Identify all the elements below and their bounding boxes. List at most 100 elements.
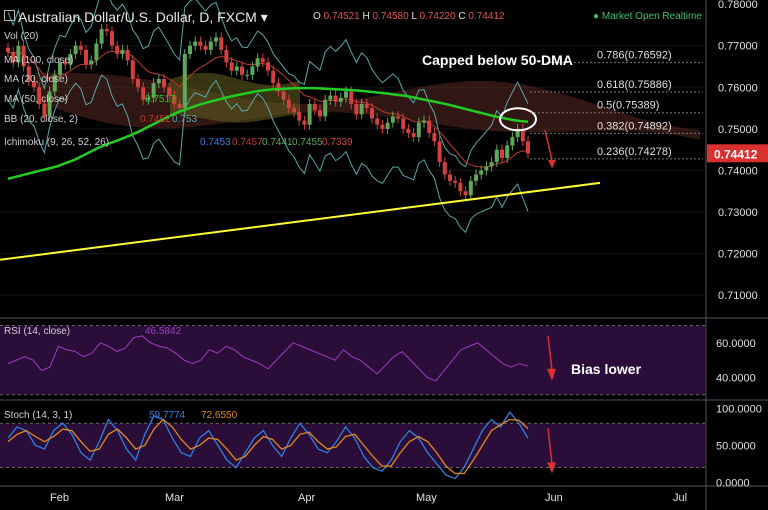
fib-label: 0.618(0.75886) — [597, 79, 672, 91]
candle-body — [99, 29, 104, 44]
candle-body — [52, 74, 57, 92]
candle-body — [380, 124, 385, 129]
candle-body — [312, 103, 317, 111]
price-tick-label: 0.76000 — [718, 82, 758, 94]
rsi-line — [7, 335, 529, 382]
candle-body — [323, 99, 328, 117]
candle-body — [370, 108, 374, 119]
rsi-band — [0, 325, 705, 395]
candle-body — [364, 103, 369, 109]
candle-body — [463, 191, 468, 196]
candle-body — [47, 91, 52, 117]
candle-body — [515, 128, 520, 138]
x-tick-label: Feb — [50, 492, 69, 504]
candle-body — [328, 95, 333, 100]
candle-body — [406, 128, 411, 134]
candle-body — [437, 141, 442, 163]
candle-body — [21, 45, 26, 67]
legend-rsi[interactable]: RSI (14, close) 46.5842 — [4, 326, 182, 337]
x-tick-label: Mar — [165, 492, 184, 504]
stoch-d-line — [7, 418, 529, 475]
candle-body — [333, 95, 338, 102]
stoch-band — [0, 423, 705, 468]
candle-body — [474, 174, 478, 181]
chevron-down-icon[interactable]: ▾ — [260, 9, 268, 25]
fib-label: 0.236(0.74278) — [597, 146, 672, 158]
candle-body — [489, 162, 494, 167]
candle-body — [73, 45, 78, 55]
candle-body — [510, 137, 515, 146]
price-tick-label: 0.75000 — [718, 124, 758, 136]
candle-body — [307, 103, 312, 125]
candle-body — [63, 62, 68, 65]
candle-body — [224, 49, 229, 63]
support-trendline — [0, 181, 601, 261]
candle-body — [58, 62, 62, 75]
capped-circle — [499, 107, 537, 132]
legend-stoch[interactable]: Stoch (14, 3, 1) 59.7774 72.6550 — [4, 410, 238, 421]
capped-annotation: Capped below 50-DMA — [422, 52, 573, 68]
candle-body — [141, 87, 146, 100]
stoch-tick-label: 0.0000 — [716, 477, 750, 489]
legend-bb[interactable]: BB (20, close, 2) 0.7452 0.753 — [4, 114, 198, 125]
ichimoku-cloud-bull — [170, 72, 300, 123]
x-tick-label: Jul — [673, 492, 687, 504]
candle-body — [182, 54, 187, 109]
candle-body — [240, 66, 244, 75]
arrow-head — [548, 160, 556, 169]
candle-body — [198, 41, 203, 46]
candle-body — [188, 45, 192, 55]
legend-vol[interactable]: Vol (20) — [4, 31, 39, 42]
candle-body — [302, 120, 307, 125]
candle-body — [505, 145, 510, 158]
candle-body — [479, 170, 484, 175]
candle-body — [104, 29, 109, 32]
candle-body — [37, 87, 42, 104]
candle-body — [146, 97, 151, 100]
candle-body — [494, 149, 499, 163]
ohlc-readout: O 0.74521 H 0.74580 L 0.74220 C 0.74412 — [313, 11, 505, 22]
candle-body — [26, 66, 31, 82]
candle-body — [78, 45, 83, 50]
chart-header: Australian Dollar/U.S. Dollar, D, FXCM ▾… — [0, 0, 768, 25]
candle-body — [500, 149, 504, 158]
candle-body — [16, 45, 21, 63]
candle-body — [136, 78, 140, 88]
candle-body — [214, 37, 218, 42]
legend-ma100[interactable]: MA (100, close) — [4, 55, 74, 66]
price-tick-label: 0.78000 — [718, 0, 758, 11]
candle-body — [130, 60, 135, 79]
candle-body — [276, 83, 281, 92]
price-tick-label: 0.72000 — [718, 249, 758, 261]
ma50-line — [7, 86, 529, 180]
candle-body — [193, 41, 198, 46]
candle-body — [260, 58, 265, 63]
candle-body — [203, 45, 208, 50]
candle-body — [442, 162, 447, 175]
market-status: ● Market Open Realtime — [593, 11, 702, 22]
candle-body — [396, 116, 400, 119]
price-tick-label: 0.71000 — [718, 290, 758, 302]
hamburger-icon[interactable] — [4, 10, 15, 21]
candle-body — [94, 43, 99, 61]
price-tick-label: 0.74000 — [718, 165, 758, 177]
x-tick-label: Apr — [298, 492, 315, 504]
legend-ma20[interactable]: MA (20, close) — [4, 74, 68, 85]
legend-ma50[interactable]: MA (50, close) 0.7517 — [4, 94, 176, 105]
legend-ichimoku[interactable]: Ichimoku (9, 26, 52, 26) 0.7453 0.7457 0… — [4, 137, 353, 148]
candle-body — [68, 54, 73, 65]
candle-body — [281, 91, 286, 100]
rsi-tick-label: 60.0000 — [716, 338, 756, 350]
stoch-tick-label: 50.0000 — [716, 440, 756, 452]
candle-body — [344, 91, 348, 98]
candle-body — [115, 45, 120, 55]
candle-body — [427, 120, 432, 134]
candle-body — [354, 103, 359, 115]
candle-body — [219, 37, 224, 50]
candle-body — [271, 70, 276, 84]
candle-body — [84, 49, 88, 65]
candle-body — [526, 141, 530, 154]
current-price-tag — [707, 144, 768, 163]
candle-body — [156, 78, 161, 84]
